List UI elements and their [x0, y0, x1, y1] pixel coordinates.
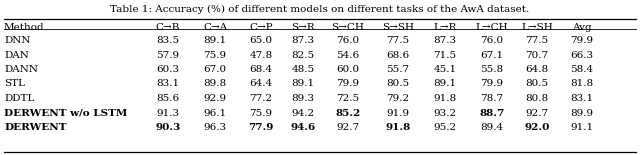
Text: C→B: C→B	[156, 23, 180, 32]
Text: 76.0: 76.0	[481, 36, 504, 45]
Text: DDTL: DDTL	[4, 94, 35, 103]
Text: 80.5: 80.5	[525, 80, 548, 89]
Text: 75.9: 75.9	[204, 51, 227, 60]
Text: Method: Method	[4, 23, 45, 32]
Text: 66.3: 66.3	[570, 51, 593, 60]
Text: 95.2: 95.2	[433, 123, 456, 132]
Text: 77.5: 77.5	[525, 36, 548, 45]
Text: 91.8: 91.8	[433, 94, 456, 103]
Text: DANN: DANN	[4, 65, 38, 74]
Text: L→SH: L→SH	[521, 23, 553, 32]
Text: 83.5: 83.5	[156, 36, 180, 45]
Text: 89.8: 89.8	[204, 80, 227, 89]
Text: 89.1: 89.1	[204, 36, 227, 45]
Text: 70.7: 70.7	[525, 51, 548, 60]
Text: 48.5: 48.5	[291, 65, 315, 74]
Text: 57.9: 57.9	[156, 51, 180, 60]
Text: 81.8: 81.8	[570, 80, 593, 89]
Text: 91.1: 91.1	[570, 123, 593, 132]
Text: Table 1: Accuracy (%) of different models on different tasks of the AwA dataset.: Table 1: Accuracy (%) of different model…	[110, 5, 530, 14]
Text: 64.4: 64.4	[250, 80, 273, 89]
Text: 77.5: 77.5	[387, 36, 410, 45]
Text: 82.5: 82.5	[291, 51, 315, 60]
Text: 88.7: 88.7	[479, 108, 504, 117]
Text: DNN: DNN	[4, 36, 31, 45]
Text: 60.0: 60.0	[337, 65, 360, 74]
Text: 72.5: 72.5	[337, 94, 360, 103]
Text: 90.3: 90.3	[156, 123, 180, 132]
Text: 60.3: 60.3	[156, 65, 180, 74]
Text: 68.6: 68.6	[387, 51, 410, 60]
Text: 89.3: 89.3	[291, 94, 315, 103]
Text: 55.7: 55.7	[387, 65, 410, 74]
Text: 85.2: 85.2	[335, 108, 360, 117]
Text: 68.4: 68.4	[250, 65, 273, 74]
Text: 65.0: 65.0	[250, 36, 273, 45]
Text: DERWENT w/o LSTM: DERWENT w/o LSTM	[4, 108, 127, 117]
Text: 91.9: 91.9	[387, 108, 410, 117]
Text: 96.3: 96.3	[204, 123, 227, 132]
Text: 67.1: 67.1	[481, 51, 504, 60]
Text: 78.7: 78.7	[481, 94, 504, 103]
Text: 89.1: 89.1	[291, 80, 315, 89]
Text: L→CH: L→CH	[476, 23, 508, 32]
Text: 87.3: 87.3	[433, 36, 456, 45]
Text: 64.8: 64.8	[525, 65, 548, 74]
Text: 92.9: 92.9	[204, 94, 227, 103]
Text: 75.9: 75.9	[250, 108, 273, 117]
Text: 79.9: 79.9	[481, 80, 504, 89]
Text: 45.1: 45.1	[433, 65, 456, 74]
Text: 83.1: 83.1	[570, 94, 593, 103]
Text: 94.6: 94.6	[291, 123, 316, 132]
Text: S→SH: S→SH	[382, 23, 414, 32]
Text: 79.2: 79.2	[387, 94, 410, 103]
Text: 94.2: 94.2	[291, 108, 315, 117]
Text: 92.0: 92.0	[524, 123, 550, 132]
Text: 77.2: 77.2	[250, 94, 273, 103]
Text: Avg: Avg	[572, 23, 592, 32]
Text: C→P: C→P	[249, 23, 273, 32]
Text: L→R: L→R	[433, 23, 457, 32]
Text: 89.1: 89.1	[433, 80, 456, 89]
Text: 96.1: 96.1	[204, 108, 227, 117]
Text: STL: STL	[4, 80, 25, 89]
Text: S→R: S→R	[291, 23, 315, 32]
Text: 89.4: 89.4	[481, 123, 504, 132]
Text: 83.1: 83.1	[156, 80, 180, 89]
Text: 58.4: 58.4	[570, 65, 593, 74]
Text: C→A: C→A	[203, 23, 227, 32]
Text: 54.6: 54.6	[337, 51, 360, 60]
Text: 87.3: 87.3	[291, 36, 315, 45]
Text: 91.8: 91.8	[385, 123, 411, 132]
Text: S→CH: S→CH	[332, 23, 364, 32]
Text: 67.0: 67.0	[204, 65, 227, 74]
Text: 71.5: 71.5	[433, 51, 456, 60]
Text: 92.7: 92.7	[525, 108, 548, 117]
Text: DAN: DAN	[4, 51, 29, 60]
Text: 92.7: 92.7	[337, 123, 360, 132]
Text: 80.5: 80.5	[387, 80, 410, 89]
Text: 93.2: 93.2	[433, 108, 456, 117]
Text: DERWENT: DERWENT	[4, 123, 67, 132]
Text: 80.8: 80.8	[525, 94, 548, 103]
Text: 55.8: 55.8	[481, 65, 504, 74]
Text: 47.8: 47.8	[250, 51, 273, 60]
Text: 79.9: 79.9	[570, 36, 593, 45]
Text: 91.3: 91.3	[156, 108, 180, 117]
Text: 76.0: 76.0	[337, 36, 360, 45]
Text: 85.6: 85.6	[156, 94, 180, 103]
Text: 77.9: 77.9	[248, 123, 274, 132]
Text: 79.9: 79.9	[337, 80, 360, 89]
Text: 89.9: 89.9	[570, 108, 593, 117]
